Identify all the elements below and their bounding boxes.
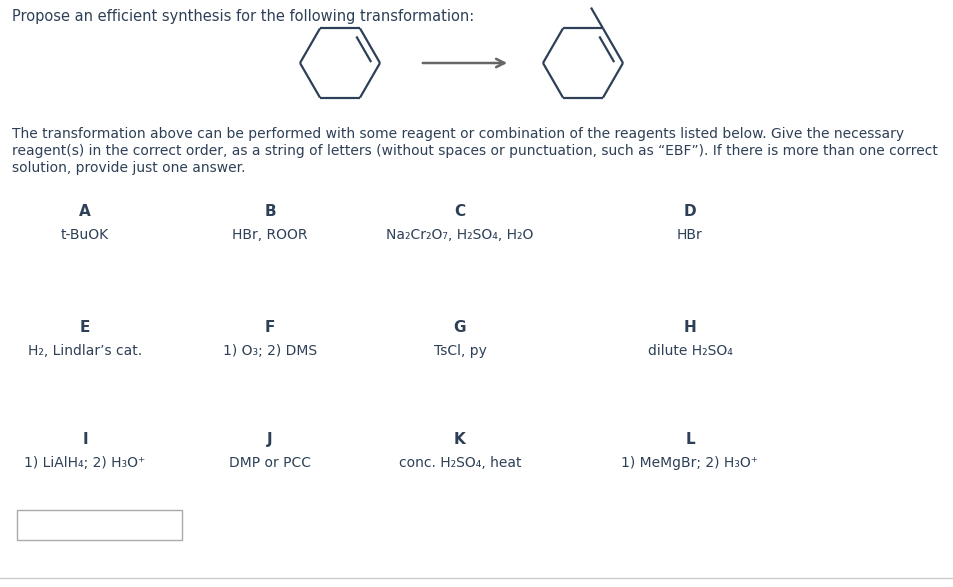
Text: HBr: HBr [677, 228, 702, 242]
Text: solution, provide just one answer.: solution, provide just one answer. [12, 161, 245, 175]
Text: H: H [683, 320, 696, 335]
Text: D: D [683, 204, 696, 219]
Text: reagent(s) in the correct order, as a string of letters (without spaces or punct: reagent(s) in the correct order, as a st… [12, 144, 937, 158]
Text: G: G [454, 320, 466, 335]
Text: The transformation above can be performed with some reagent or combination of th: The transformation above can be performe… [12, 127, 903, 141]
Text: L: L [684, 432, 694, 447]
Text: H₂, Lindlar’s cat.: H₂, Lindlar’s cat. [28, 344, 142, 358]
Text: J: J [267, 432, 273, 447]
Text: HBr, ROOR: HBr, ROOR [232, 228, 308, 242]
Text: E: E [80, 320, 91, 335]
Text: A: A [79, 204, 91, 219]
Text: 1) O₃; 2) DMS: 1) O₃; 2) DMS [223, 344, 316, 358]
Text: t-BuOK: t-BuOK [61, 228, 109, 242]
Text: TsCl, py: TsCl, py [433, 344, 486, 358]
Text: B: B [264, 204, 275, 219]
Text: F: F [265, 320, 274, 335]
Text: K: K [454, 432, 465, 447]
Text: DMP or PCC: DMP or PCC [229, 456, 311, 470]
Text: Na₂Cr₂O₇, H₂SO₄, H₂O: Na₂Cr₂O₇, H₂SO₄, H₂O [386, 228, 533, 242]
Bar [17, 510, 182, 540]
Text: I: I [82, 432, 88, 447]
Text: Propose an efficient synthesis for the following transformation:: Propose an efficient synthesis for the f… [12, 9, 474, 24]
Text: 1) LiAlH₄; 2) H₃O⁺: 1) LiAlH₄; 2) H₃O⁺ [25, 456, 146, 470]
Text: C: C [454, 204, 465, 219]
Text: dilute H₂SO₄: dilute H₂SO₄ [647, 344, 732, 358]
Text: 1) MeMgBr; 2) H₃O⁺: 1) MeMgBr; 2) H₃O⁺ [620, 456, 758, 470]
Text: conc. H₂SO₄, heat: conc. H₂SO₄, heat [398, 456, 520, 470]
